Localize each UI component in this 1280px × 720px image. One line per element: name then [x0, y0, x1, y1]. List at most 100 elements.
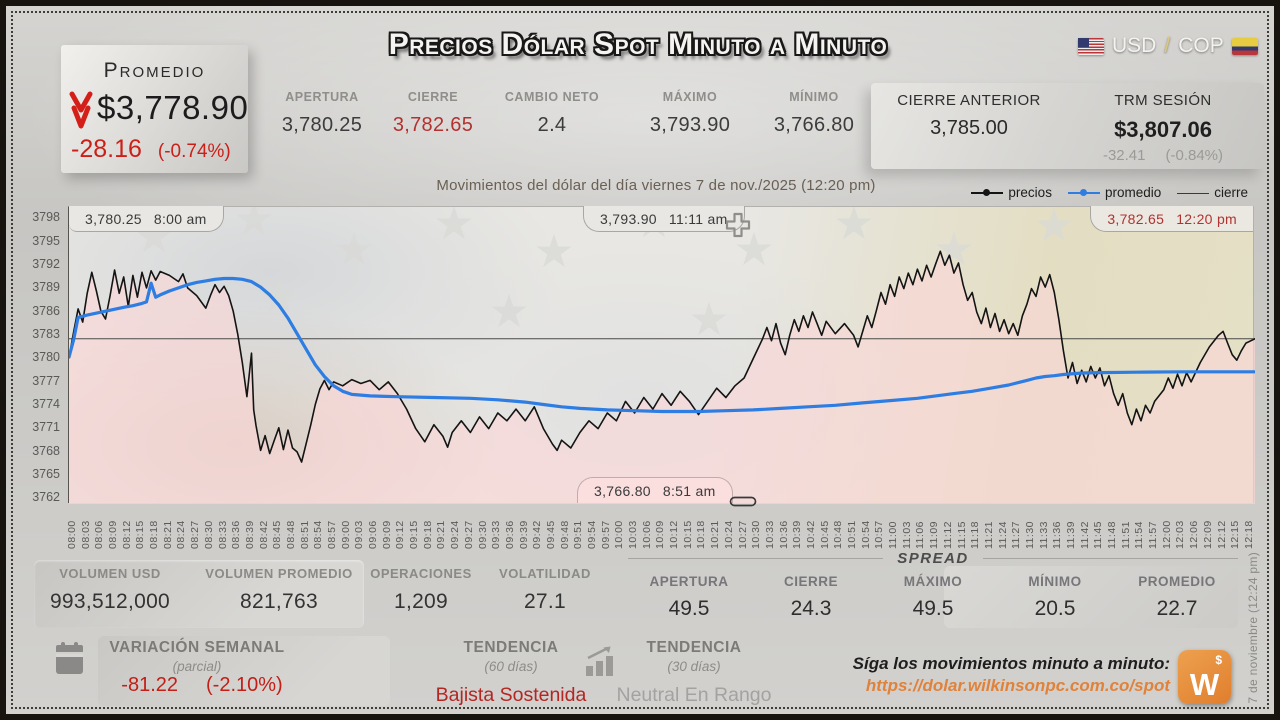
- trend-60-label: TENDENCIA: [463, 639, 559, 656]
- y-tick-label: 3783: [32, 327, 60, 342]
- weekly-variation: VARIACIÓN SEMANAL (parcial): [104, 639, 290, 674]
- y-tick-label: 3774: [32, 397, 60, 412]
- previous-close: CIERRE ANTERIOR 3,785.00: [879, 92, 1059, 140]
- x-tick-label: 08:27: [189, 520, 202, 549]
- page-title: Precios Dólar Spot Minuto a Minuto: [388, 28, 888, 61]
- x-tick-label: 11:33: [1037, 521, 1050, 549]
- base-currency: USD: [1112, 34, 1157, 57]
- x-tick-label: 10:21: [709, 520, 722, 549]
- x-tick-label: 10:54: [859, 520, 872, 549]
- x-tick-label: 12:06: [1188, 520, 1201, 549]
- x-tick-label: 10:27: [736, 520, 749, 549]
- y-tick-label: 3795: [32, 233, 60, 248]
- watermark-star: ★: [688, 293, 729, 345]
- x-tick-label: 08:00: [66, 520, 78, 549]
- average-change-value: -28.16: [71, 135, 142, 163]
- x-tick-label: 08:03: [79, 520, 92, 549]
- x-tick-label: 08:39: [243, 520, 256, 549]
- calendar-icon: [56, 642, 83, 674]
- x-tick-label: 08:33: [216, 520, 229, 549]
- trm-value: $3,807.06: [1114, 117, 1212, 142]
- x-tick-label: 09:33: [490, 520, 503, 549]
- stat-label: CAMBIO NETO: [504, 90, 600, 104]
- x-tick-label: 10:39: [791, 520, 804, 549]
- promedio-line: [69, 276, 1255, 414]
- y-tick-label: 3765: [32, 467, 60, 481]
- stat-label: CIERRE: [407, 90, 459, 104]
- y-axis-labels: 3798 3795 3792 3789 3786 3783 3780 3777 3774 3771…: [16, 206, 60, 504]
- metric-volumen-promedio: VOLUMEN PROMEDIO 821,763: [182, 566, 377, 614]
- x-tick-label: 08:06: [93, 520, 106, 549]
- x-tick-label: 11:18: [969, 521, 982, 549]
- trm-change-value: -32.41: [1102, 147, 1146, 164]
- x-tick-label: 10:48: [832, 520, 845, 549]
- x-tick-label: 11:24: [996, 521, 1009, 549]
- trend-30-days: TENDENCIA (30 días) Neutral En Rango: [594, 639, 794, 707]
- x-tick-label: 08:51: [298, 520, 311, 549]
- metric-volumen-usd: VOLUMEN USD 993,512,000: [25, 566, 195, 614]
- logo-letter: W: [1189, 667, 1220, 702]
- x-tick-label: 10:12: [668, 520, 681, 549]
- x-tick-label: 10:33: [763, 520, 776, 549]
- x-tick-label: 11:39: [1064, 521, 1077, 549]
- watermark-star: ★: [833, 207, 874, 249]
- stat-value: 3,793.90: [649, 114, 731, 136]
- annotation-time: 12:20 pm: [1176, 210, 1237, 227]
- x-tick-label: 10:09: [654, 520, 667, 549]
- x-tick-label: 11:45: [1092, 521, 1105, 549]
- x-tick-label: 12:12: [1215, 520, 1228, 549]
- x-tick-label: 09:00: [339, 520, 352, 549]
- x-tick-label: 11:27: [1010, 521, 1023, 549]
- watermark-star: ★: [488, 285, 529, 337]
- x-tick-label: 10:03: [627, 520, 640, 549]
- timestamp-side-note: 7 de noviembre (12:24 pm): [1246, 552, 1260, 704]
- annotation-value: 3,793.90: [600, 210, 657, 227]
- trend-chart-icon: [582, 644, 620, 683]
- annotation-time: 8:00 am: [153, 210, 207, 227]
- trend-30-sub: (30 días): [667, 659, 721, 674]
- x-tick-label: 09:42: [531, 520, 544, 549]
- y-tick-label: 3798: [32, 210, 60, 225]
- spread-col-value: 20.5: [1034, 597, 1076, 620]
- legend-marker-precios: [971, 188, 1004, 197]
- metric-value: 821,763: [239, 590, 318, 613]
- y-tick-label: 3789: [32, 280, 60, 295]
- x-tick-label: 08:30: [202, 520, 215, 549]
- x-tick-label: 10:15: [681, 520, 694, 549]
- annotation-value: 3,780.25: [85, 210, 142, 227]
- spread-col-label: MÁXIMO: [903, 574, 963, 589]
- metric-operaciones: OPERACIONES 1,209: [351, 566, 491, 614]
- x-tick-label: 08:57: [326, 520, 338, 549]
- metric-value: 993,512,000: [49, 590, 171, 613]
- down-arrow-icon: [69, 91, 93, 136]
- x-tick-label: 09:09: [380, 520, 393, 549]
- x-tick-label: 09:24: [449, 520, 462, 549]
- x-tick-label: 08:15: [134, 520, 147, 549]
- x-tick-label: 11:54: [1133, 521, 1146, 549]
- x-tick-label: 08:09: [107, 520, 120, 549]
- metric-volatilidad: VOLATILIDAD 27.1: [485, 566, 605, 614]
- x-tick-label: 08:54: [312, 520, 325, 549]
- x-tick-label: 08:12: [120, 520, 133, 549]
- stat-value: 3,782.65: [392, 114, 474, 136]
- chart-area: 3798 3795 3792 3789 3786 3783 3780 3777 3774 3771…: [6, 206, 1274, 554]
- y-tick-label: 3792: [32, 257, 60, 272]
- legend-marker-promedio: [1067, 188, 1100, 197]
- x-tick-label: 09:18: [421, 520, 434, 549]
- spread-col-value: 49.5: [668, 597, 710, 620]
- average-change: -28.16 (-0.74%): [71, 135, 246, 164]
- price-chart-svg: ★★★★★★★★★★★★★★: [69, 207, 1255, 504]
- spot-url-link[interactable]: https://dolar.wilkinsonpc.com.co/spot: [865, 676, 1170, 695]
- annotation-value: 3,766.80: [594, 482, 651, 499]
- x-tick-label: 12:15: [1229, 520, 1242, 549]
- wilkinsonpc-logo[interactable]: $ W: [1178, 650, 1231, 704]
- spread-col-label: PROMEDIO: [1138, 574, 1216, 589]
- metric-value: 27.1: [523, 590, 567, 613]
- trm-session: TRM SESIÓN $3,807.06: [1069, 92, 1257, 143]
- metric-value: 1,209: [393, 590, 449, 613]
- x-tick-label: 10:42: [804, 520, 817, 549]
- x-tick-label: 11:12: [941, 521, 954, 549]
- spread-panel-bg: [944, 566, 1238, 628]
- legend-label: cierre: [1214, 185, 1248, 200]
- x-tick-label: 11:30: [1023, 521, 1036, 549]
